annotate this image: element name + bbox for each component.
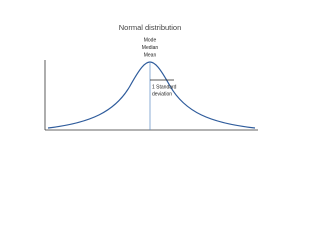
- title: Normal distribution: [119, 23, 182, 32]
- deviation-text: 1 Standard: [152, 84, 177, 90]
- peak-label: Mean: [144, 52, 157, 58]
- page: Normal distribution Mode Median Mean 1 Sta…: [44, 22, 258, 131]
- deviation-text: deviation: [152, 91, 172, 97]
- peak-label: Median: [142, 45, 159, 51]
- peak-label: Mode: [144, 37, 157, 43]
